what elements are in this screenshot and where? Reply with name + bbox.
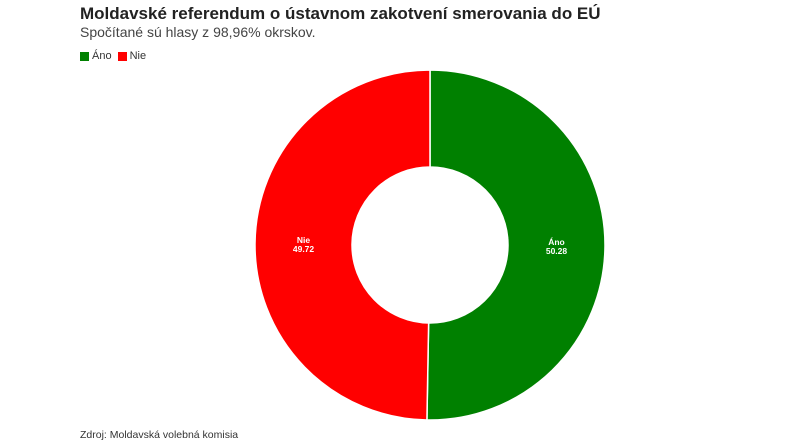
donut-slices — [254, 69, 606, 421]
legend: Áno Nie — [80, 50, 152, 62]
chart-title: Moldavské referendum o ústavnom zakotven… — [80, 4, 601, 23]
chart-subtitle: Spočítané sú hlasy z 98,96% okrskov. — [80, 24, 316, 40]
slice-label-nie: Nie — [297, 235, 311, 245]
donut-slice-ano[interactable] — [426, 69, 606, 421]
legend-label-ano: Áno — [92, 50, 112, 62]
slice-value-nie: 49.72 — [293, 244, 315, 254]
slice-label-ano: Áno — [548, 237, 565, 247]
source-note: Zdroj: Moldavská volebná komisia — [80, 429, 239, 441]
legend-swatch-ano — [80, 51, 89, 61]
donut-slice-nie[interactable] — [254, 69, 431, 421]
legend-item-ano[interactable]: Áno — [80, 50, 112, 62]
slice-value-ano: 50.28 — [546, 246, 568, 256]
legend-swatch-nie — [117, 51, 127, 61]
legend-item-nie[interactable]: Nie — [117, 50, 147, 62]
legend-label-nie: Nie — [129, 50, 147, 62]
